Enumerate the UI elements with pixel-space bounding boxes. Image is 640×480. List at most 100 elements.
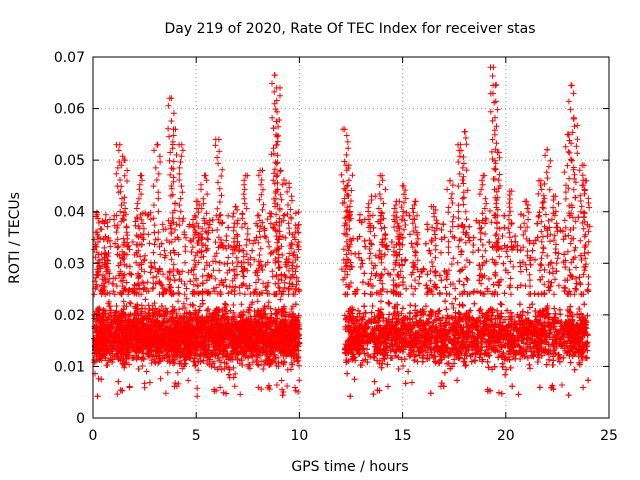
data-point [269,273,276,280]
data-point [212,239,219,246]
data-point [101,244,108,251]
data-point [160,271,167,278]
data-point [277,296,284,303]
data-point [296,377,303,384]
data-point [107,243,114,250]
data-point [225,212,232,219]
data-point [115,378,122,385]
data-point [205,236,212,243]
data-point [204,235,211,242]
data-point [267,220,274,227]
data-point [225,371,232,378]
data-point [292,384,298,391]
data-point [284,383,291,389]
data-point [141,380,148,387]
data-point [253,279,259,286]
data-point [296,362,303,369]
data-point [179,218,186,225]
data-point [99,218,106,225]
data-point [231,383,238,390]
data-point [212,275,219,282]
data-point [210,267,217,274]
data-point [266,243,273,250]
data-point [218,366,225,373]
data-point [146,379,153,386]
data-point [238,301,245,308]
data-point [94,393,101,400]
data-point [222,301,229,308]
data-point [127,263,133,270]
data-point [176,290,183,297]
data-point [278,377,285,384]
data-point [235,248,242,255]
data-point [275,360,282,367]
data-point [194,385,201,392]
data-point [195,367,202,374]
data-point [273,310,280,317]
data-points [91,64,593,400]
data-point [225,254,232,261]
data-point [295,388,302,395]
data-point [187,278,194,285]
data-point [295,209,302,216]
data-point [159,221,166,228]
data-point [135,366,142,372]
data-point [230,302,237,308]
data-point [185,377,192,384]
data-point [147,269,154,276]
data-point [196,307,203,314]
data-point [263,356,270,363]
data-point [114,391,121,398]
data-point [126,383,133,390]
data-point [295,221,302,228]
data-point [150,274,157,281]
data-point [150,284,157,291]
data-point [264,216,271,223]
data-point [288,306,295,312]
data-point [161,254,168,261]
data-point [150,249,157,256]
data-point [265,299,272,306]
data-point [255,362,262,369]
data-point [285,285,292,292]
data-point [164,369,171,376]
data-point [232,370,239,377]
data-point [216,259,223,266]
data-point [217,384,224,391]
data-point [96,219,102,226]
data-point [229,260,236,266]
data-point [260,366,267,372]
data-point [142,296,149,303]
data-point [249,247,256,254]
data-point [113,308,120,315]
data-point [145,302,152,309]
data-point [218,359,225,366]
data-point [226,374,233,381]
data-point [239,224,245,231]
data-point [228,288,235,295]
data-point [98,376,105,383]
data-point [226,283,233,290]
data-point [141,256,148,263]
data-point [197,303,204,310]
data-point [279,392,286,399]
data-point [157,375,164,382]
data-point [190,281,197,288]
data-point [97,225,104,232]
data-point [258,358,265,365]
data-point [181,357,188,364]
data-point [267,250,274,257]
data-point [194,393,201,400]
data-point [143,368,150,375]
data-point [144,279,151,286]
data-point [168,284,174,291]
data-point [112,275,119,282]
data-point [142,252,149,259]
data-point [284,366,291,373]
data-point [246,237,253,244]
data-point [211,253,218,260]
data-point [264,290,271,297]
data-point [146,240,153,247]
data-point [139,363,146,369]
data-point [174,369,181,376]
